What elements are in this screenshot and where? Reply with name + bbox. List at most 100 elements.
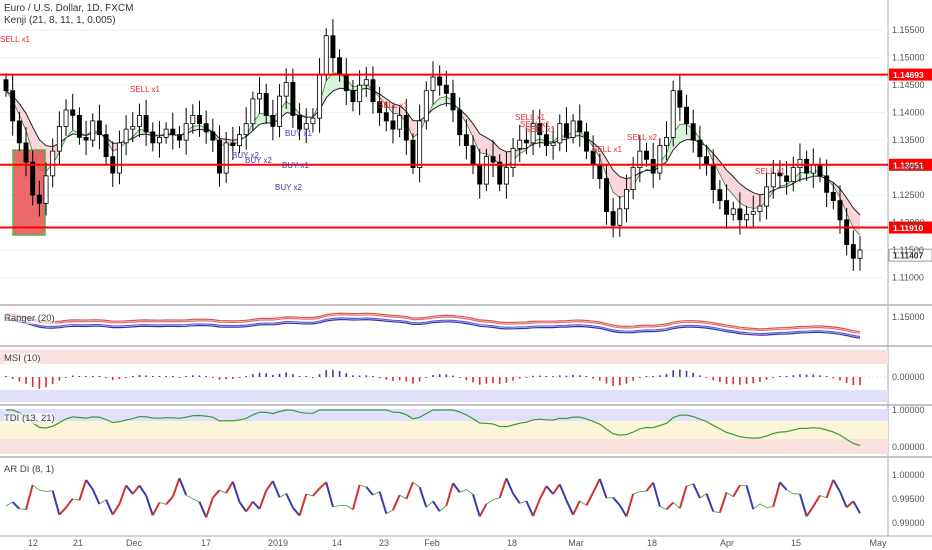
candle [310, 108, 316, 133]
kenji-cloud-segment [379, 94, 387, 106]
kenji-cloud-segment [679, 124, 687, 143]
candle [403, 98, 409, 155]
ardi-segment [378, 491, 388, 514]
candle-body [837, 200, 843, 221]
ardi-segment [265, 480, 274, 492]
candle-body [604, 178, 609, 212]
candle [156, 121, 162, 158]
candle [664, 121, 669, 161]
candle-body [503, 167, 509, 185]
ardi-segment [445, 482, 454, 507]
candle-body [483, 156, 489, 185]
msi-bar [332, 369, 334, 377]
candle-body [637, 150, 643, 169]
ardi-segment [705, 493, 715, 512]
ardi-segment [372, 491, 380, 496]
msi-bar [71, 375, 74, 377]
msi-upper-zone [0, 350, 888, 364]
candle [757, 195, 763, 222]
candle-body [450, 93, 456, 111]
msi-bar [572, 374, 574, 377]
ardi-segment [225, 481, 234, 494]
msi-bar [51, 377, 54, 385]
candle-body [170, 128, 176, 136]
ardi-segment [405, 481, 414, 500]
kenji-cloud-segment [853, 208, 860, 236]
ardi-segment [178, 477, 188, 496]
candle [537, 109, 543, 148]
candle-body [150, 131, 156, 144]
msi-bar [538, 375, 541, 377]
candle-body [457, 109, 463, 136]
candle [330, 19, 336, 73]
msi-bar [659, 375, 661, 377]
candle [457, 97, 463, 146]
candle [644, 142, 649, 167]
ardi-segment [312, 487, 321, 497]
candle-body [197, 115, 202, 125]
candle-body [770, 172, 776, 188]
time-tick-label: Dec [126, 538, 143, 548]
msi-bar [799, 374, 801, 377]
msi-bar [245, 376, 247, 377]
candle [223, 131, 229, 183]
msi-bar [38, 377, 41, 389]
msi-bar [185, 376, 187, 377]
ardi-segment [72, 498, 80, 501]
ardi-segment [198, 501, 208, 518]
candle-body [610, 211, 616, 226]
msi-bar [518, 377, 521, 379]
ardi-segment [78, 479, 88, 501]
candle [143, 99, 149, 146]
ardi-segment [645, 481, 654, 492]
candle [370, 66, 376, 114]
kenji-cloud-segment [846, 197, 854, 229]
ardi-segment [545, 485, 554, 495]
candle-body [557, 123, 563, 144]
ardi-segment [766, 506, 774, 508]
msi-bar [765, 377, 768, 380]
candle-body [757, 205, 763, 212]
candle-body [263, 93, 269, 116]
candle [390, 105, 396, 144]
sell-signal: SELL x1 [755, 167, 785, 176]
candle-body [410, 139, 416, 169]
candle-body [43, 175, 49, 204]
msi-bar [318, 374, 321, 377]
msi-bar [18, 377, 21, 382]
kenji-cloud-segment [739, 183, 747, 207]
candle [56, 111, 62, 165]
kenji-cloud-segment [19, 103, 27, 131]
candle [317, 57, 323, 133]
ardi-segment [486, 499, 494, 505]
ardi-segment [171, 477, 181, 498]
msi-bar [432, 375, 434, 377]
ardi-segment [65, 498, 74, 509]
candle-body [443, 84, 449, 94]
candle-body [543, 134, 549, 147]
time-tick-label: 15 [791, 538, 801, 548]
candle [357, 70, 363, 116]
time-tick-label: 23 [379, 538, 389, 548]
candle-body [824, 175, 830, 193]
msi-bar [258, 372, 261, 377]
kenji-cloud-segment [439, 96, 447, 106]
ardi-segment [118, 485, 128, 505]
candle [810, 148, 816, 188]
signal-box [12, 149, 46, 236]
ardi-segment [325, 482, 334, 508]
price-tick-label: 1.15000 [892, 53, 925, 63]
candle-body [303, 123, 309, 130]
msi-lower-zone [0, 390, 888, 402]
price-badge-label: 1.13051 [893, 160, 924, 170]
ranger-band-line [5, 317, 861, 338]
candle-body [684, 106, 689, 125]
ardi-segment [346, 505, 354, 510]
kenji-cloud-segment [746, 188, 754, 209]
candle [670, 80, 676, 147]
candle [177, 125, 182, 148]
ardi-segment [572, 500, 581, 516]
candle-body [617, 208, 623, 226]
msi-bar [365, 375, 368, 377]
